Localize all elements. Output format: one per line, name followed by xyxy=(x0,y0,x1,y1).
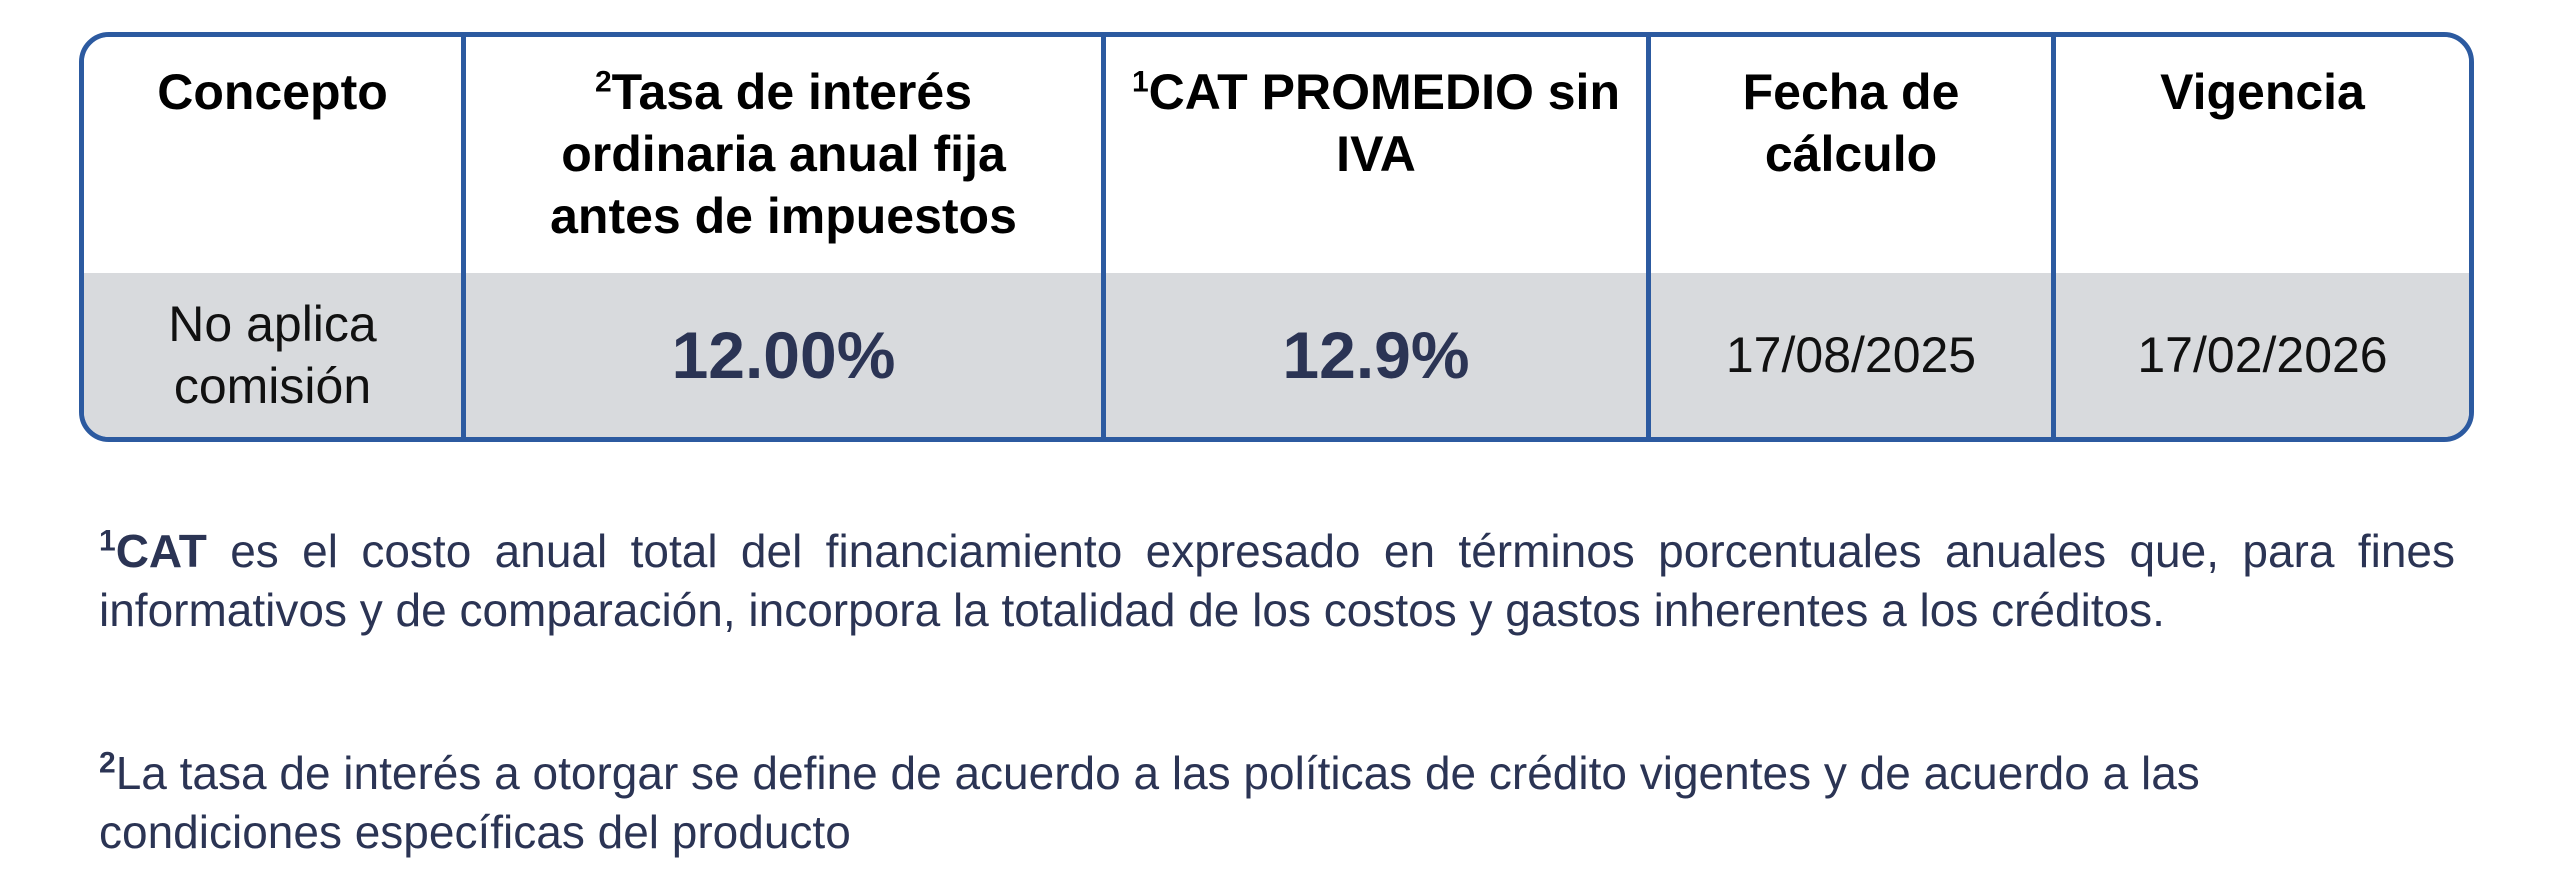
footnote-tasa: 2La tasa de interés a otorgar se define … xyxy=(99,744,2455,862)
header-concepto-label: Concepto xyxy=(157,64,388,120)
footnote-cat: 1CAT es el costo anual total del financi… xyxy=(99,522,2455,640)
tasa-value: 12.00% xyxy=(671,318,896,392)
header-tasa: 2Tasa de interés ordinaria anual fija an… xyxy=(461,37,1101,273)
vigencia-value: 17/02/2026 xyxy=(2137,327,2388,383)
header-fecha-label: Fecha de cálculo xyxy=(1742,64,1960,182)
header-cat: 1CAT PROMEDIO sin IVA xyxy=(1101,37,1646,273)
header-fecha: Fecha de cálculo xyxy=(1646,37,2051,273)
header-vigencia: Vigencia xyxy=(2051,37,2469,273)
footnote-cat-term: CAT xyxy=(115,525,207,577)
header-concepto: Concepto xyxy=(84,37,461,273)
fecha-calculo-value: 17/08/2025 xyxy=(1725,327,1977,383)
header-cat-sup: 1 xyxy=(1131,65,1149,99)
header-vigencia-label: Vigencia xyxy=(2160,64,2365,120)
cat-value: 12.9% xyxy=(1282,318,1470,392)
cell-cat: 12.9% xyxy=(1101,273,1646,437)
header-cat-label: CAT PROMEDIO sin IVA xyxy=(1148,64,1620,182)
concepto-value: No aplica comisión xyxy=(168,296,377,414)
cell-fecha: 17/08/2025 xyxy=(1646,273,2051,437)
header-cat-text: 1CAT PROMEDIO sin IVA xyxy=(1122,61,1630,185)
cell-tasa: 12.00% xyxy=(461,273,1101,437)
footnote-cat-sup: 1 xyxy=(99,524,116,558)
cell-concepto: No aplica comisión xyxy=(84,273,461,437)
footnote-tasa-text: La tasa de interés a otorgar se define d… xyxy=(99,747,2200,858)
header-tasa-label: Tasa de interés ordinaria anual fija ant… xyxy=(550,64,1017,244)
footnote-cat-text: es el costo anual total del financiamien… xyxy=(99,525,2455,636)
header-tasa-sup: 2 xyxy=(594,65,612,99)
header-tasa-text: 2Tasa de interés ordinaria anual fija an… xyxy=(491,61,1075,247)
rate-table: Concepto 2Tasa de interés ordinaria anua… xyxy=(79,32,2474,442)
cell-vigencia: 17/02/2026 xyxy=(2051,273,2469,437)
footnote-tasa-sup: 2 xyxy=(99,746,116,780)
